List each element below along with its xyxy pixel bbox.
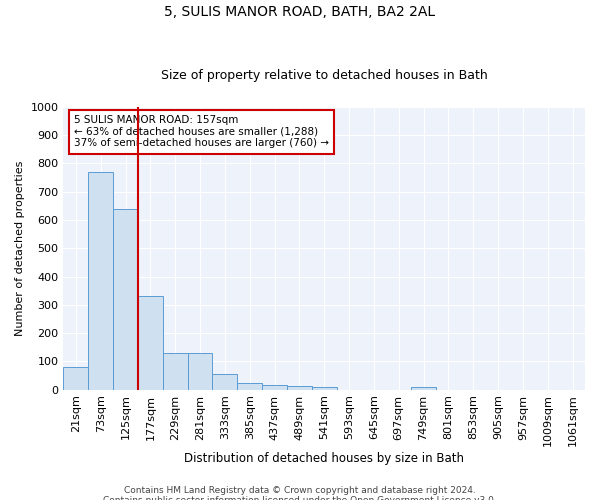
Bar <box>312 388 337 390</box>
Bar <box>262 385 287 390</box>
X-axis label: Distribution of detached houses by size in Bath: Distribution of detached houses by size … <box>184 452 464 465</box>
Text: 5, SULIS MANOR ROAD, BATH, BA2 2AL: 5, SULIS MANOR ROAD, BATH, BA2 2AL <box>164 5 436 19</box>
Text: Contains public sector information licensed under the Open Government Licence v3: Contains public sector information licen… <box>103 496 497 500</box>
Bar <box>113 208 138 390</box>
Bar <box>212 374 237 390</box>
Bar <box>88 172 113 390</box>
Y-axis label: Number of detached properties: Number of detached properties <box>15 160 25 336</box>
Bar <box>64 366 88 390</box>
Bar <box>287 386 312 390</box>
Text: Contains HM Land Registry data © Crown copyright and database right 2024.: Contains HM Land Registry data © Crown c… <box>124 486 476 495</box>
Bar <box>138 296 163 390</box>
Bar <box>411 387 436 390</box>
Bar <box>237 384 262 390</box>
Text: 5 SULIS MANOR ROAD: 157sqm
← 63% of detached houses are smaller (1,288)
37% of s: 5 SULIS MANOR ROAD: 157sqm ← 63% of deta… <box>74 116 329 148</box>
Title: Size of property relative to detached houses in Bath: Size of property relative to detached ho… <box>161 69 488 82</box>
Bar <box>188 353 212 390</box>
Bar <box>163 353 188 390</box>
